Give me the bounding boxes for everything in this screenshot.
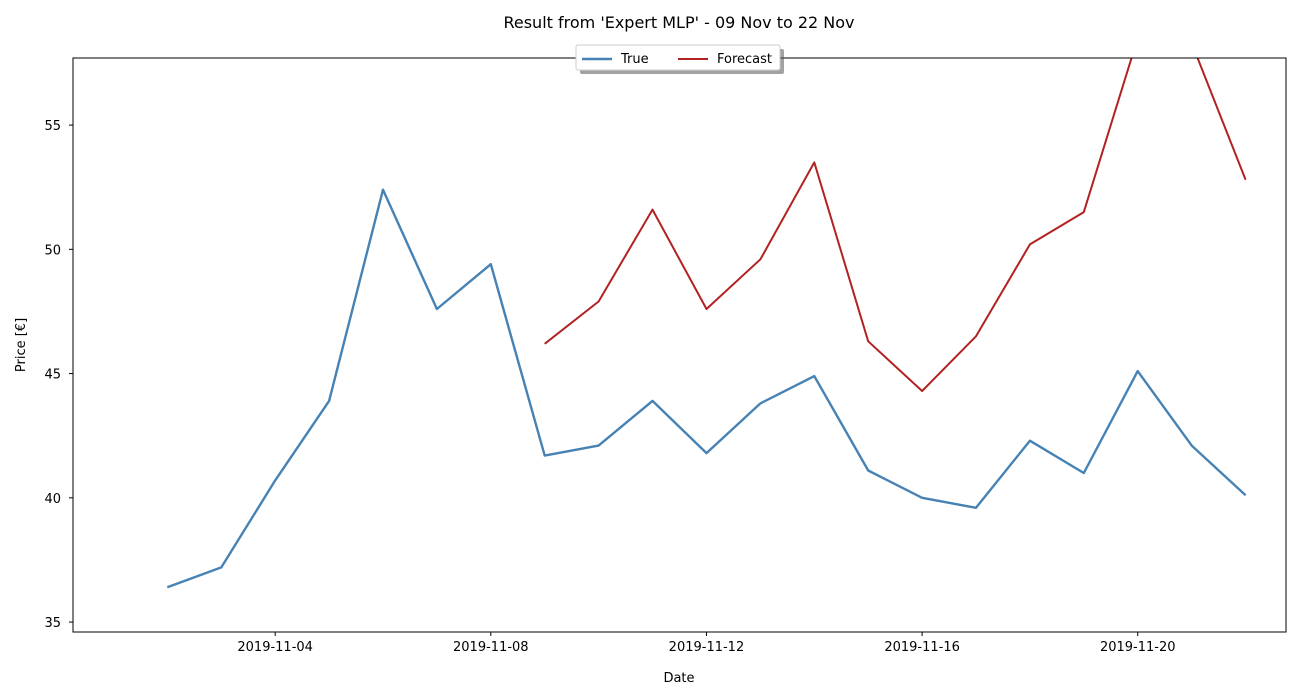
y-tick-label: 50 [44,243,61,258]
legend: True Forecast [575,44,784,74]
y-axis: 35 40 45 50 55 [44,119,73,631]
series-line-forecast [544,58,1247,392]
y-tick-label: 45 [44,368,61,383]
x-tick-label: 2019-11-04 [237,640,313,655]
y-tick-label: 35 [44,616,61,631]
x-tick-label: 2019-11-12 [669,640,745,655]
x-tick-label: 2019-11-16 [884,640,960,655]
chart-title: Result from 'Expert MLP' - 09 Nov to 22 … [503,13,854,32]
x-tick-label: 2019-11-20 [1100,640,1176,655]
y-axis-title: Price [€] [14,318,29,372]
series-line-true [166,188,1247,589]
x-axis-title: Date [663,671,694,686]
y-tick-label: 40 [44,492,61,507]
legend-box [575,44,781,71]
legend-label-true: True [620,52,649,67]
y-tick-label: 55 [44,119,61,134]
x-axis: 2019-11-04 2019-11-08 2019-11-12 2019-11-16… [237,632,1176,655]
x-tick-label: 2019-11-08 [453,640,529,655]
legend-label-forecast: Forecast [717,52,772,67]
series-layer [166,58,1247,589]
